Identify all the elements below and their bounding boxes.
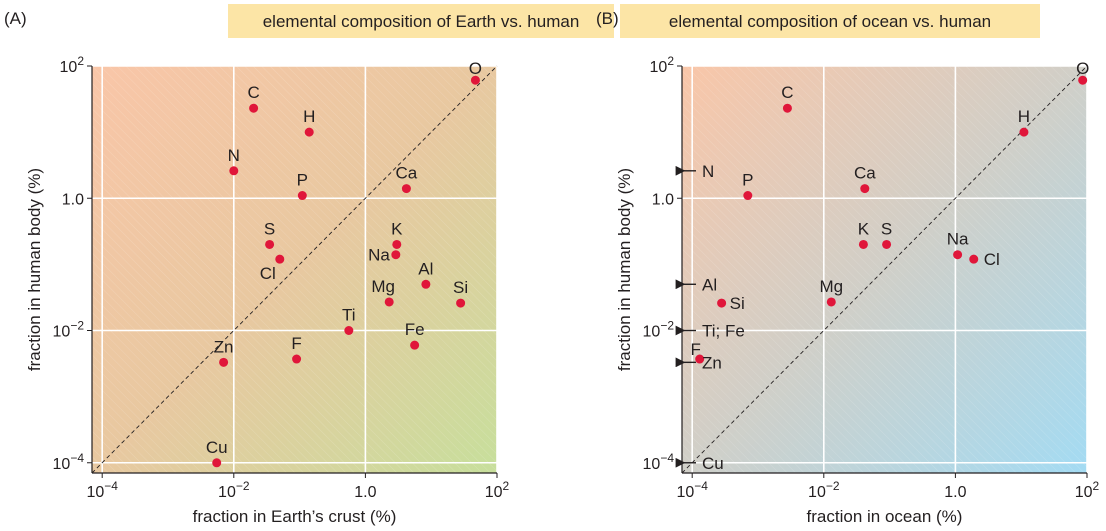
data-label-s: S <box>264 219 275 238</box>
data-point-n <box>229 166 239 176</box>
data-label-na: Na <box>947 230 969 249</box>
y-tick-label: 10−4 <box>53 451 85 473</box>
data-point-h <box>1019 127 1029 137</box>
data-point-cl <box>275 254 285 264</box>
data-point-f <box>695 354 705 364</box>
x-tick-label: 10−4 <box>676 479 708 501</box>
data-label-f: F <box>291 334 301 353</box>
chart-title: elemental composition of ocean vs. human <box>669 12 991 31</box>
data-point-al <box>421 279 431 289</box>
data-point-c <box>782 103 792 113</box>
data-label-si: Si <box>730 294 745 313</box>
data-point-cu <box>212 458 222 468</box>
data-label-s: S <box>881 219 892 238</box>
y-tick-label: 102 <box>60 54 85 76</box>
chart-title: elemental composition of Earth vs. human <box>263 12 580 31</box>
data-label-c: C <box>781 83 793 102</box>
data-label-cu: Cu <box>206 438 228 457</box>
data-point-ti <box>344 326 354 336</box>
data-label-si: Si <box>453 278 468 297</box>
data-label-n: N <box>228 146 240 165</box>
data-point-p <box>297 191 307 201</box>
offscale-label-4: Cu <box>702 454 724 473</box>
x-tick-label: 1.0 <box>944 484 966 501</box>
data-point-mg <box>826 297 836 307</box>
offscale-label-1: Al <box>702 275 717 294</box>
data-point-ca <box>860 184 870 194</box>
data-label-h: H <box>303 107 315 126</box>
y-tick-label: 1.0 <box>652 191 674 208</box>
data-label-ca: Ca <box>396 164 418 183</box>
data-point-c <box>249 103 259 113</box>
chart-panel-a: elemental composition of Earth vs. human… <box>4 4 614 526</box>
data-label-f: F <box>690 340 700 359</box>
data-label-cl: Cl <box>984 250 1000 269</box>
data-label-o: O <box>469 59 482 78</box>
data-label-k: K <box>858 219 870 238</box>
data-point-k <box>392 239 402 249</box>
data-label-o: O <box>1076 59 1089 78</box>
x-tick-label: 102 <box>1075 479 1100 501</box>
data-point-na <box>391 250 401 260</box>
data-point-mg <box>384 297 394 307</box>
data-point-fe <box>410 340 420 350</box>
x-axis-label: fraction in ocean (%) <box>807 507 963 526</box>
diagonal-line <box>91 65 498 474</box>
data-label-h: H <box>1018 107 1030 126</box>
data-label-p: P <box>297 171 308 190</box>
x-axis-label: fraction in Earth’s crust (%) <box>193 507 397 526</box>
data-point-h <box>304 127 314 137</box>
data-label-mg: Mg <box>371 277 395 296</box>
y-tick-label: 1.0 <box>62 191 84 208</box>
x-tick-label: 10−2 <box>808 479 840 501</box>
data-label-al: Al <box>418 259 433 278</box>
chart-panel-b: elemental composition of ocean vs. human… <box>596 4 1100 526</box>
data-label-na: Na <box>368 246 390 265</box>
y-tick-label: 102 <box>650 54 675 76</box>
data-point-s <box>265 239 275 249</box>
data-point-f <box>292 354 302 364</box>
data-point-k <box>858 239 868 249</box>
panel-label: (B) <box>596 9 619 28</box>
data-point-s <box>882 239 892 249</box>
x-tick-label: 1.0 <box>354 484 376 501</box>
data-label-zn: Zn <box>214 337 234 356</box>
y-axis-label: fraction in human body (%) <box>615 168 634 371</box>
y-tick-label: 10−2 <box>643 319 675 341</box>
data-label-fe: Fe <box>405 320 425 339</box>
data-point-o <box>1078 75 1088 85</box>
offscale-label-2: Ti; Fe <box>702 322 745 341</box>
data-point-na <box>953 250 963 260</box>
offscale-label-0: N <box>702 162 714 181</box>
y-tick-label: 10−4 <box>643 451 675 473</box>
x-tick-label: 10−2 <box>218 479 250 501</box>
x-tick-label: 102 <box>485 479 510 501</box>
data-label-ti: Ti <box>342 306 356 325</box>
data-label-cl: Cl <box>260 264 276 283</box>
y-axis-label: fraction in human body (%) <box>25 168 44 371</box>
chart-title-box <box>620 4 1040 38</box>
panel-label: (A) <box>4 9 27 28</box>
x-tick-label: 10−4 <box>86 479 118 501</box>
data-label-c: C <box>247 83 259 102</box>
data-point-o <box>470 75 480 85</box>
data-label-ca: Ca <box>854 164 876 183</box>
data-point-ca <box>401 184 411 194</box>
data-point-si <box>717 298 727 308</box>
data-point-p <box>743 191 753 201</box>
chart-title-box <box>228 4 614 38</box>
offscale-label-3: Zn <box>702 353 722 372</box>
diagonal-line <box>681 65 1088 474</box>
data-point-si <box>456 298 466 308</box>
data-point-cl <box>969 254 979 264</box>
data-label-mg: Mg <box>819 277 843 296</box>
data-label-k: K <box>391 219 403 238</box>
y-tick-label: 10−2 <box>53 319 85 341</box>
data-point-zn <box>219 357 229 367</box>
data-label-p: P <box>742 171 753 190</box>
